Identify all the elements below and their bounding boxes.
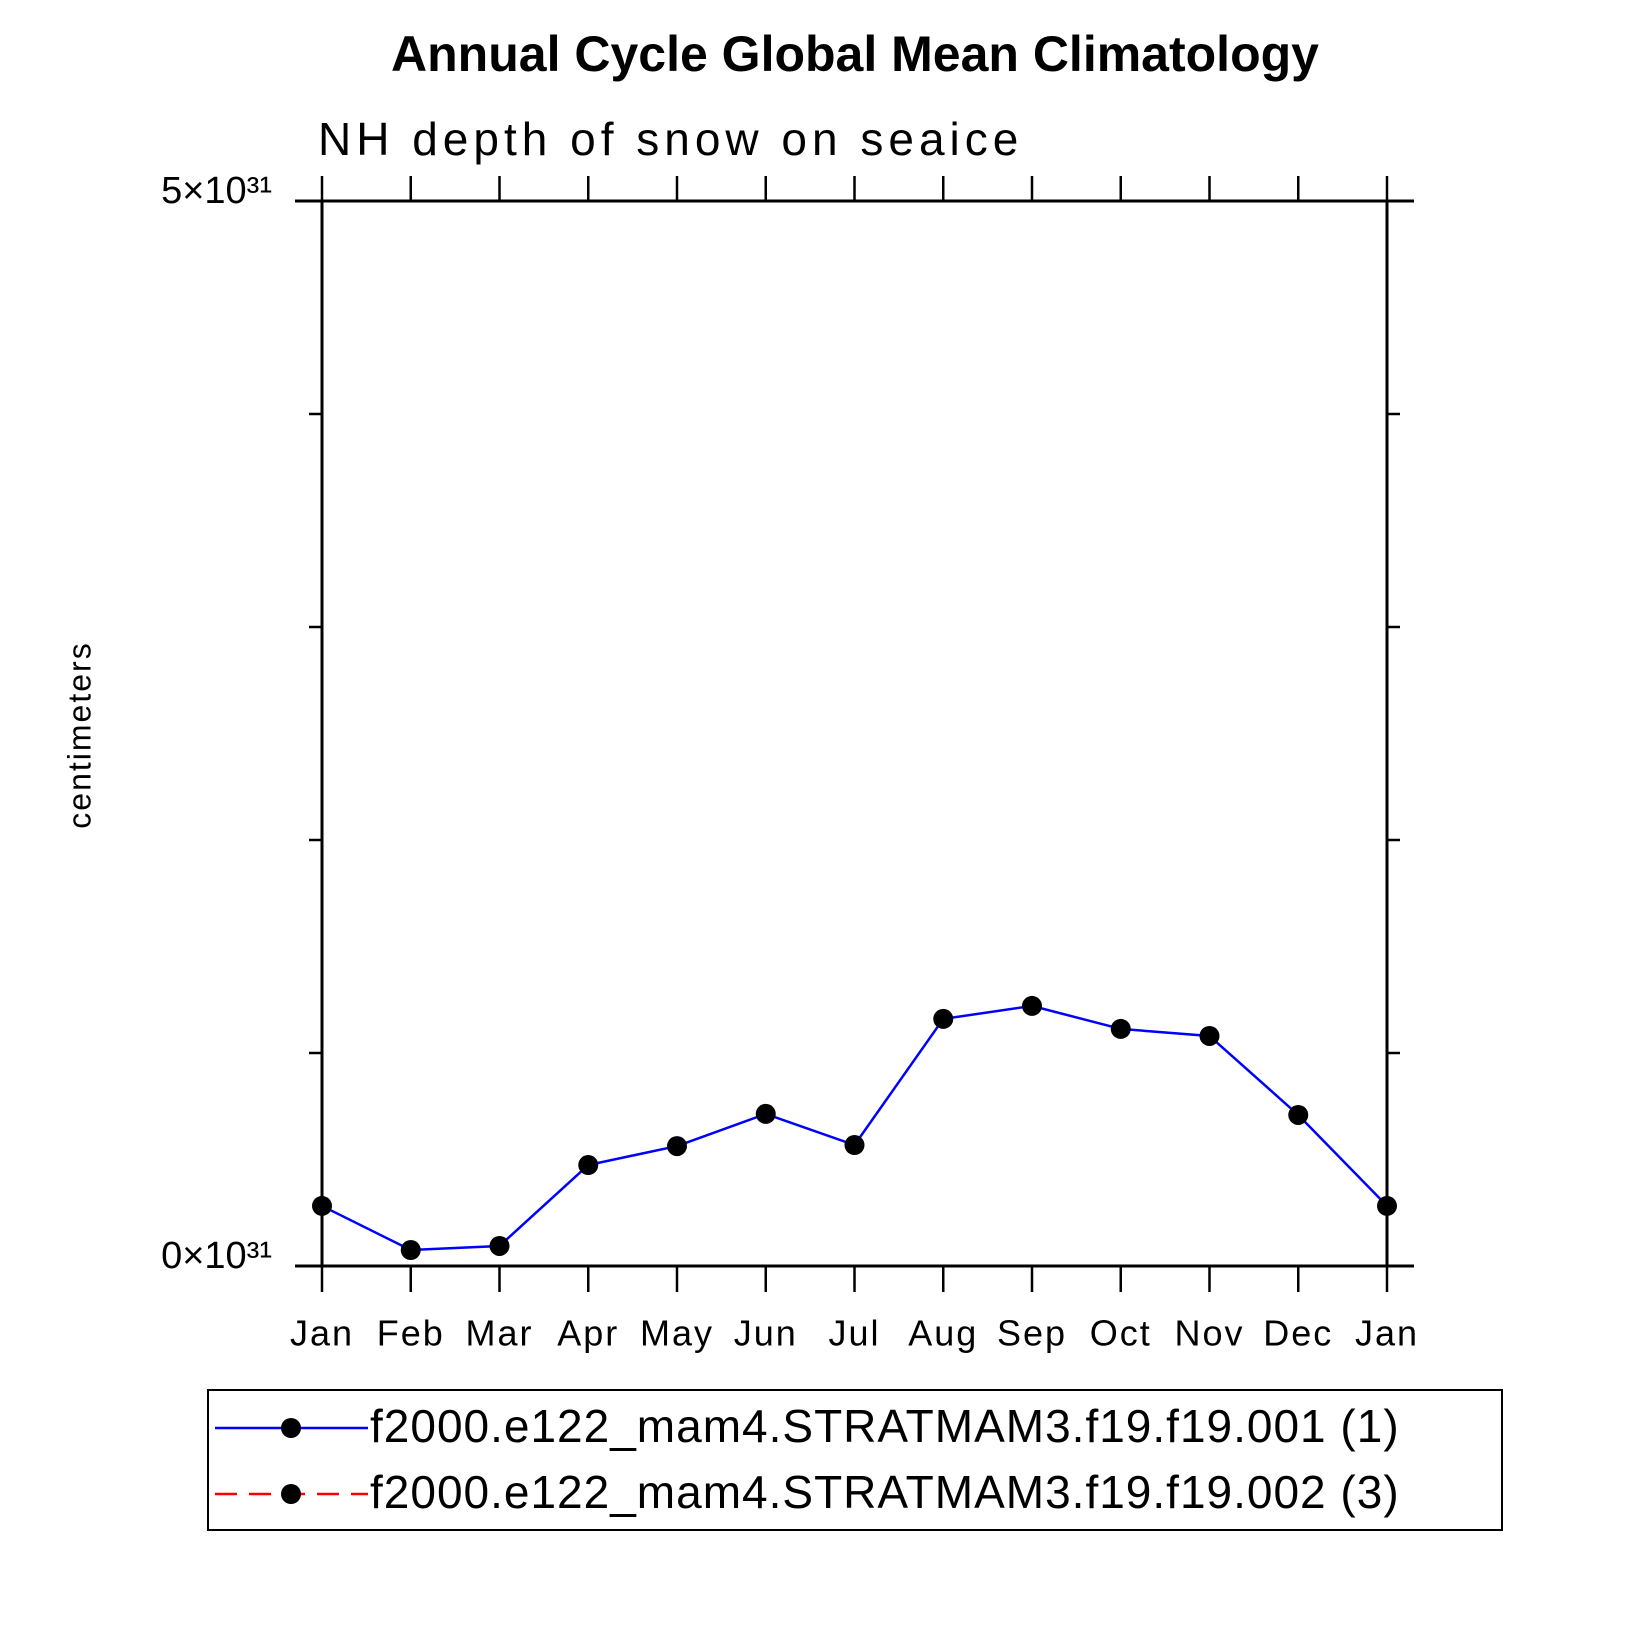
marker	[1288, 1104, 1309, 1125]
y-axis-label: centimeters	[61, 641, 97, 828]
marker	[667, 1136, 687, 1157]
legend-box	[207, 1389, 1503, 1531]
y-tick-label: 0×10³¹	[161, 1235, 272, 1277]
marker	[312, 1195, 332, 1216]
legend-marker	[281, 1484, 301, 1504]
y-tick-label: 5×10³¹	[161, 170, 272, 212]
marker	[1022, 995, 1042, 1016]
series-line	[321, 1004, 1388, 1252]
x-tick-label: Dec	[1263, 1313, 1333, 1354]
chart-title: Annual Cycle Global Mean Climatology	[391, 26, 1319, 82]
x-tick-label: Sep	[997, 1313, 1067, 1354]
legend-label: f2000.e122_mam4.STRATMAM3.f19.f19.001 (1…	[370, 1400, 1400, 1452]
x-tick-label: Aug	[908, 1313, 978, 1354]
marker	[844, 1135, 865, 1156]
x-tick-label: Jun	[734, 1313, 798, 1354]
legend-label: f2000.e122_mam4.STRATMAM3.f19.f19.002 (3…	[370, 1466, 1400, 1518]
x-tick-label: Jul	[828, 1313, 880, 1354]
x-tick-label: Apr	[557, 1313, 619, 1354]
x-tick-label: May	[640, 1313, 714, 1354]
x-tick-label: Oct	[1090, 1313, 1152, 1354]
x-tick-label: Nov	[1174, 1313, 1244, 1354]
chart-subtitle: NH depth of snow on seaice	[318, 113, 1023, 165]
marker	[1199, 1025, 1220, 1046]
marker	[933, 1008, 954, 1029]
x-tick-label: Feb	[377, 1313, 445, 1354]
legend-marker	[281, 1418, 301, 1438]
marker	[755, 1103, 776, 1124]
x-tick-label: Mar	[466, 1313, 534, 1354]
marker	[578, 1155, 599, 1176]
marker	[1110, 1018, 1131, 1039]
marker	[400, 1240, 421, 1261]
marker	[489, 1235, 510, 1256]
x-tick-label: Jan	[290, 1313, 354, 1354]
marker	[1377, 1195, 1397, 1216]
plot-frame	[320, 199, 1389, 1268]
x-tick-label: Jan	[1355, 1313, 1419, 1354]
